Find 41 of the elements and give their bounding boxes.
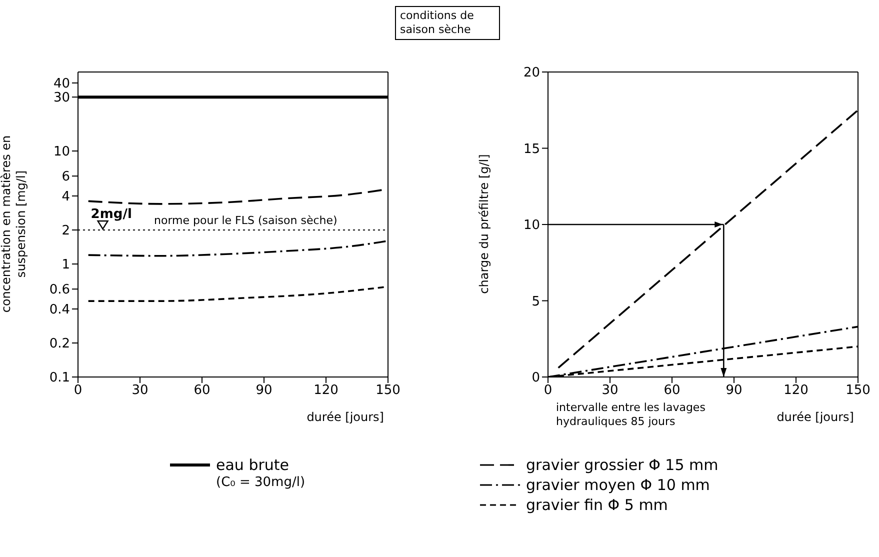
x-tick-label: 0 bbox=[74, 383, 82, 398]
legend-label: gravier grossier Φ 15 mm bbox=[525, 455, 720, 475]
y-axis-title: concentration en matières en suspension [mg/l] bbox=[0, 134, 29, 315]
x-tick-label: 150 bbox=[376, 383, 400, 398]
x-tick-label: 90 bbox=[726, 383, 742, 398]
y-tick-label: 40 bbox=[53, 76, 70, 92]
y-tick-label: 10 bbox=[53, 144, 70, 160]
x-tick-label: 150 bbox=[846, 383, 870, 398]
y-tick-label: 15 bbox=[523, 142, 540, 157]
y-tick-label: 0.1 bbox=[49, 370, 70, 386]
y-tick-label: 20 bbox=[523, 66, 540, 81]
ref-line-label: norme pour le FLS (saison sèche) bbox=[154, 214, 338, 227]
text: intervalle entre les lavages hydrauliques 85 jours bbox=[556, 401, 706, 428]
y-tick-label: 0.4 bbox=[49, 302, 70, 318]
y-tick-label: 30 bbox=[53, 90, 70, 106]
legend-label: gravier fin Φ 5 mm bbox=[525, 495, 669, 515]
legend-label: eau brute bbox=[215, 455, 290, 475]
x-tick-label: 0 bbox=[544, 383, 552, 398]
y-tick-label: 6 bbox=[62, 170, 70, 185]
y-tick-label: 0 bbox=[532, 370, 540, 386]
legend-label: gravier moyen Φ 10 mm bbox=[525, 475, 711, 495]
y-tick-label: 4 bbox=[62, 190, 70, 205]
x-tick-label: 60 bbox=[664, 383, 680, 398]
annotation: 2mg/l bbox=[90, 206, 132, 222]
x-tick-label: 30 bbox=[132, 383, 148, 398]
y-tick-label: 0.6 bbox=[49, 282, 70, 298]
text: conditions de saison sèche bbox=[395, 6, 500, 40]
x-tick-label: 30 bbox=[602, 383, 618, 398]
text: (C₀ = 30mg/l) bbox=[216, 475, 306, 490]
y-tick-label: 10 bbox=[523, 218, 540, 234]
x-tick-label: 120 bbox=[784, 383, 808, 398]
y-tick-label: 2 bbox=[62, 224, 70, 239]
x-axis-title: durée [jours] bbox=[776, 410, 854, 424]
y-axis-title: charge du préfiltre [g/l] bbox=[476, 153, 492, 296]
x-tick-label: 120 bbox=[314, 383, 338, 398]
y-tick-label: 1 bbox=[62, 258, 70, 273]
x-axis-title: durée [jours] bbox=[306, 410, 384, 424]
y-tick-label: 0.2 bbox=[49, 336, 70, 352]
y-tick-label: 5 bbox=[532, 294, 540, 310]
x-tick-label: 60 bbox=[194, 383, 210, 398]
x-tick-label: 90 bbox=[256, 383, 272, 398]
